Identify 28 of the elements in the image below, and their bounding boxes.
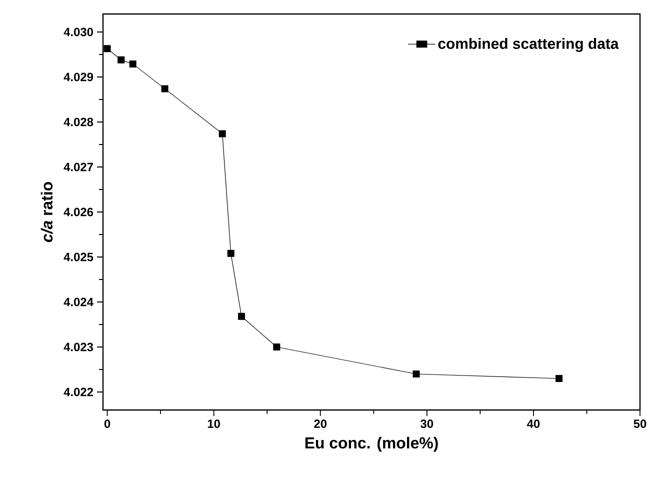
legend-label: combined scattering data [438, 38, 619, 52]
point [412, 370, 420, 378]
y-tick-label: 4.023 [64, 342, 94, 352]
y-tick-label: 4.022 [64, 388, 93, 396]
y-tick-label: 4.030 [64, 28, 93, 36]
y-tick-label: 4.027 [64, 162, 93, 172]
y-tick-label: 4.029 [64, 72, 94, 82]
y-tick-label: 4.026 [64, 208, 94, 216]
y-tick-label: 4.024 [64, 298, 94, 306]
x-tick-label: 0 [104, 420, 110, 428]
point [161, 85, 168, 92]
point [129, 60, 136, 68]
x-tick-label: 10 [208, 420, 220, 428]
x-tick-label: 20 [314, 420, 327, 428]
x-tick-label: 50 [634, 420, 646, 428]
point [238, 312, 246, 320]
point [104, 45, 111, 52]
point [218, 130, 226, 138]
x-axis-title: Eu conc. (mole%) [305, 436, 438, 452]
y-tick-label: 4.025 [64, 252, 94, 262]
x-tick-label: 30 [420, 420, 434, 428]
point [556, 374, 563, 382]
y-tick-label: 4.028 [64, 118, 94, 126]
x-tick-label: 40 [526, 420, 540, 428]
y-axis-title: c/a ratio [40, 182, 53, 242]
point [118, 56, 125, 64]
point [227, 250, 234, 257]
point [273, 343, 280, 350]
